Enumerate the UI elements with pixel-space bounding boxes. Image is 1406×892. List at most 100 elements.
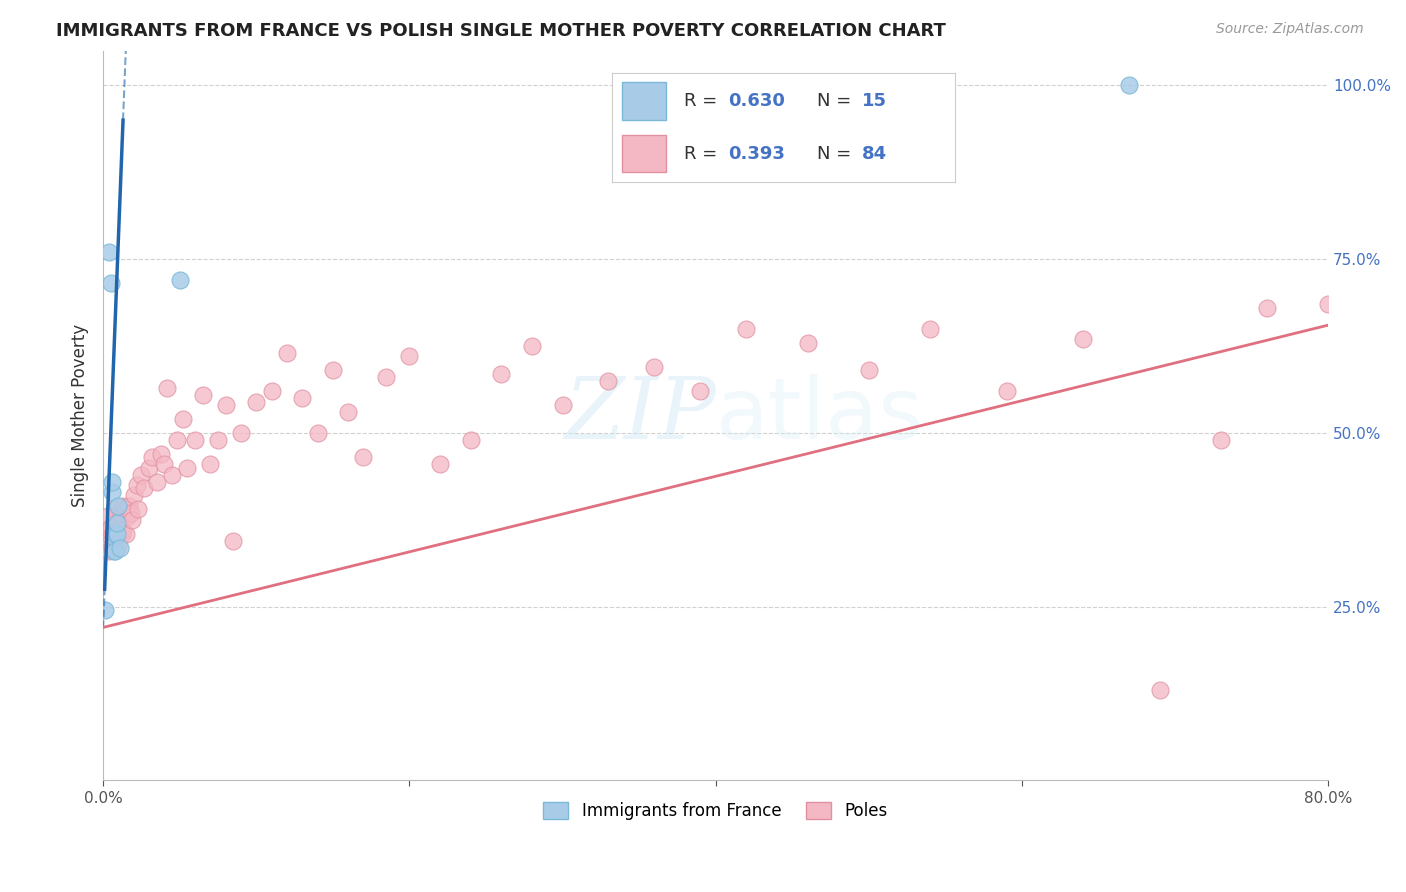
Point — [276, 346, 298, 360]
Point — [121, 513, 143, 527]
Text: Source: ZipAtlas.com: Source: ZipAtlas.com — [1216, 22, 1364, 37]
Point — [107, 537, 129, 551]
Point — [460, 433, 482, 447]
Y-axis label: Single Mother Poverty: Single Mother Poverty — [72, 324, 89, 507]
Point — [118, 499, 141, 513]
Point — [114, 502, 136, 516]
Text: ZIP: ZIP — [564, 374, 716, 457]
Point — [105, 541, 128, 555]
Point — [191, 387, 214, 401]
Point — [127, 502, 149, 516]
Point — [156, 381, 179, 395]
Point — [103, 544, 125, 558]
Point — [398, 350, 420, 364]
Point — [103, 533, 125, 548]
Point — [551, 398, 574, 412]
Point — [153, 457, 176, 471]
Point — [112, 499, 135, 513]
Point — [1317, 297, 1340, 311]
Point — [104, 526, 127, 541]
Point — [100, 519, 122, 533]
Point — [169, 273, 191, 287]
Point — [134, 482, 156, 496]
Point — [103, 530, 125, 544]
Point — [117, 509, 139, 524]
Point — [101, 541, 124, 555]
Point — [520, 339, 543, 353]
Point — [229, 425, 252, 440]
Point — [995, 384, 1018, 399]
Point — [98, 245, 121, 260]
Point — [222, 533, 245, 548]
Point — [160, 467, 183, 482]
Point — [100, 530, 122, 544]
Point — [108, 541, 131, 555]
Point — [107, 516, 129, 531]
Point — [101, 526, 124, 541]
Point — [108, 506, 131, 520]
Point — [101, 484, 124, 499]
Point — [141, 450, 163, 465]
Point — [138, 460, 160, 475]
Legend: Immigrants from France, Poles: Immigrants from France, Poles — [537, 795, 894, 827]
Point — [184, 433, 207, 447]
Point — [98, 544, 121, 558]
Point — [131, 467, 153, 482]
Point — [104, 537, 127, 551]
Point — [100, 277, 122, 291]
Point — [1256, 301, 1278, 315]
Point — [103, 519, 125, 533]
Point — [689, 384, 711, 399]
Point — [1209, 433, 1232, 447]
Point — [166, 433, 188, 447]
Point — [918, 321, 941, 335]
Point — [105, 526, 128, 541]
Point — [120, 506, 142, 520]
Point — [112, 523, 135, 537]
Point — [1362, 443, 1385, 458]
Point — [97, 509, 120, 524]
Point — [352, 450, 374, 465]
Point — [122, 488, 145, 502]
Point — [172, 412, 194, 426]
Point — [375, 370, 398, 384]
Point — [125, 478, 148, 492]
Point — [101, 475, 124, 489]
Point — [796, 335, 818, 350]
Point — [200, 457, 222, 471]
Point — [104, 523, 127, 537]
Point — [491, 367, 513, 381]
Point — [735, 321, 758, 335]
Point — [150, 447, 173, 461]
Point — [110, 509, 132, 524]
Point — [260, 384, 283, 399]
Point — [207, 433, 229, 447]
Point — [1149, 683, 1171, 698]
Point — [214, 398, 236, 412]
Point — [108, 519, 131, 533]
Point — [429, 457, 451, 471]
Text: IMMIGRANTS FROM FRANCE VS POLISH SINGLE MOTHER POVERTY CORRELATION CHART: IMMIGRANTS FROM FRANCE VS POLISH SINGLE … — [56, 22, 946, 40]
Point — [96, 523, 118, 537]
Point — [94, 603, 117, 617]
Point — [103, 502, 125, 516]
Point — [643, 359, 665, 374]
Point — [858, 363, 880, 377]
Point — [110, 526, 132, 541]
Point — [105, 516, 128, 531]
Point — [322, 363, 344, 377]
Point — [307, 425, 329, 440]
Point — [291, 391, 314, 405]
Point — [245, 394, 267, 409]
Point — [176, 460, 198, 475]
Point — [598, 374, 620, 388]
Point — [1118, 78, 1140, 93]
Point — [337, 405, 360, 419]
Text: atlas: atlas — [716, 374, 924, 457]
Point — [97, 533, 120, 548]
Point — [98, 523, 121, 537]
Point — [145, 475, 167, 489]
Point — [107, 499, 129, 513]
Point — [104, 544, 127, 558]
Point — [105, 523, 128, 537]
